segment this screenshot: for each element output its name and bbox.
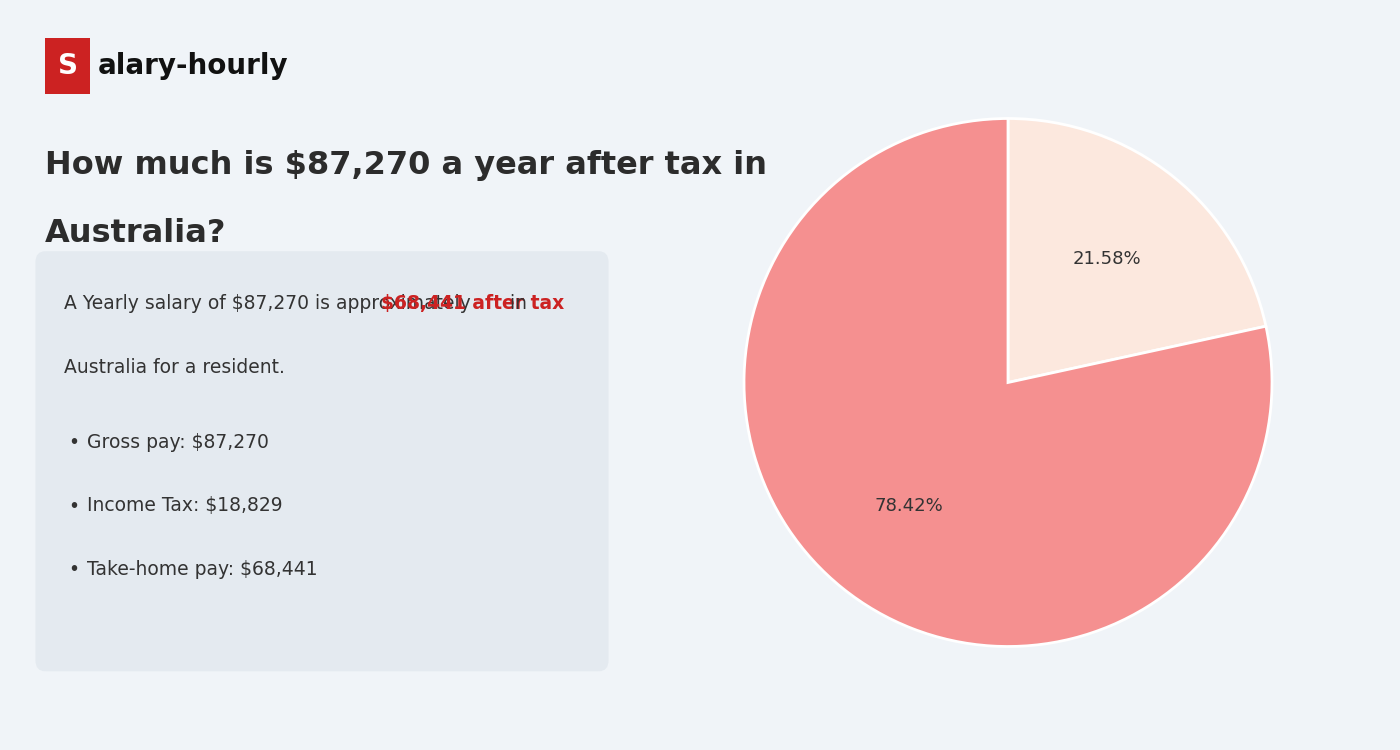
Text: 78.42%: 78.42% <box>874 496 944 514</box>
Wedge shape <box>743 118 1273 646</box>
Text: Australia for a resident.: Australia for a resident. <box>64 358 286 376</box>
FancyBboxPatch shape <box>35 251 609 671</box>
Text: Take-home pay: $68,441: Take-home pay: $68,441 <box>87 560 318 579</box>
Text: Australia?: Australia? <box>45 217 227 248</box>
Text: 21.58%: 21.58% <box>1072 251 1141 268</box>
FancyBboxPatch shape <box>45 38 90 94</box>
Text: alary-hourly: alary-hourly <box>98 52 288 80</box>
Text: Gross pay: $87,270: Gross pay: $87,270 <box>87 433 269 451</box>
Text: •: • <box>69 433 80 451</box>
Text: •: • <box>69 560 80 579</box>
Text: S: S <box>57 52 77 80</box>
Text: •: • <box>69 496 80 515</box>
Text: in: in <box>504 294 526 313</box>
Text: How much is $87,270 a year after tax in: How much is $87,270 a year after tax in <box>45 150 767 181</box>
Text: $68,441 after tax: $68,441 after tax <box>381 294 564 313</box>
Text: Income Tax: $18,829: Income Tax: $18,829 <box>87 496 283 515</box>
Wedge shape <box>1008 118 1266 382</box>
Text: A Yearly salary of $87,270 is approximately: A Yearly salary of $87,270 is approximat… <box>64 294 477 313</box>
